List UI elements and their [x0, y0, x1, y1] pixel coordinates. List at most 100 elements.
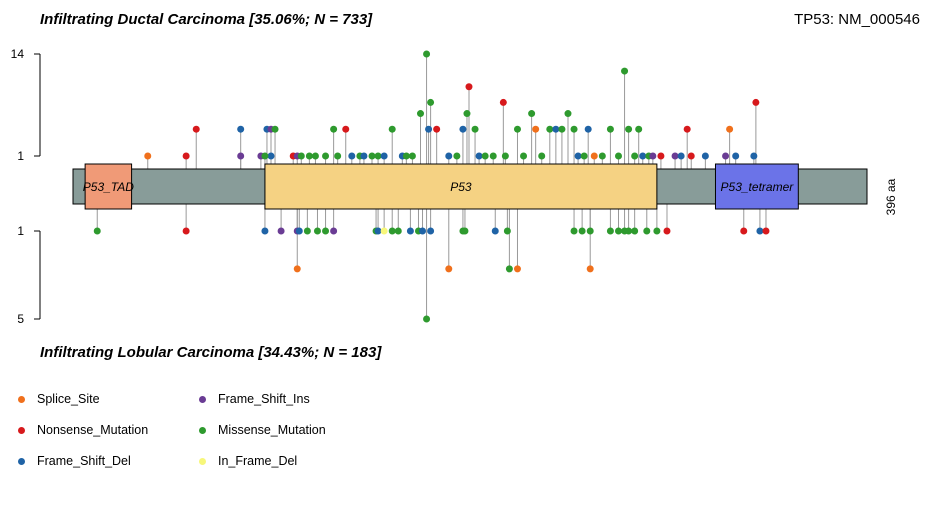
y-axes: 1 14 1 5 [11, 47, 41, 326]
bottom-mutation-point [419, 227, 427, 235]
top-y-tick-label: 14 [11, 47, 25, 61]
top-mutation-point [552, 125, 560, 133]
bottom-mutation-point [586, 265, 594, 273]
top-mutation-point [635, 125, 643, 133]
top-mutation-point [427, 98, 435, 106]
domain-label: P53_tetramer [721, 180, 795, 194]
top-mutation-point [752, 98, 760, 106]
top-mutation-point [388, 125, 396, 133]
bottom-mutation-point [322, 227, 330, 235]
bottom-mutation-point [614, 227, 622, 235]
bottom-mutation-point [182, 227, 190, 235]
bottom-mutation-point [406, 227, 414, 235]
top-mutation-point [538, 152, 546, 160]
top-mutation-point [649, 152, 657, 160]
top-mutation-point [453, 152, 461, 160]
legend-swatch [199, 426, 206, 434]
top-mutation-point [513, 125, 521, 133]
bottom-mutation-point [380, 227, 388, 235]
top-mutation-point [528, 110, 536, 118]
protein-length-label: 396 aa [884, 178, 898, 215]
legend-item: Missense_Mutation [199, 423, 326, 437]
bottom-mutation-point [491, 227, 499, 235]
bottom-mutation-point [505, 265, 513, 273]
bottom-mutation-point [277, 227, 285, 235]
bottom-mutation-point [570, 227, 578, 235]
bottom-mutation-point [461, 227, 469, 235]
dots-layer [93, 50, 770, 323]
top-mutation-point [481, 152, 489, 160]
domains-layer: P53_TAD P53 P53_tetramer [83, 163, 799, 210]
bottom-mutation-point [762, 227, 770, 235]
top-mutation-point [374, 152, 382, 160]
top-mutation-point [348, 152, 356, 160]
bottom-cohort-title: Infiltrating Lobular Carcinoma [34.43%; … [40, 344, 382, 361]
bottom-mutation-point [740, 227, 748, 235]
legend-item: Nonsense_Mutation [18, 423, 148, 437]
top-mutation-point [271, 125, 279, 133]
bottom-mutation-point [374, 227, 382, 235]
top-mutation-point [520, 152, 528, 160]
top-mutation-point [614, 152, 622, 160]
top-mutation-point [584, 125, 592, 133]
top-mutation-point [322, 152, 330, 160]
domain-label: P53 [450, 180, 472, 194]
top-mutation-point [267, 152, 275, 160]
domain-box [84, 163, 133, 210]
top-mutation-point [360, 152, 368, 160]
top-mutation-point [192, 125, 200, 133]
legend-item: Frame_Shift_Del [18, 454, 131, 468]
bottom-mutation-point [625, 227, 633, 235]
top-mutation-point [570, 125, 578, 133]
legend-label: Nonsense_Mutation [37, 423, 149, 437]
top-mutation-point [261, 152, 269, 160]
domain-box [264, 163, 658, 210]
bottom-mutation-point [631, 227, 639, 235]
top-mutation-point [580, 152, 588, 160]
top-mutation-point [625, 125, 633, 133]
bottom-mutation-point [423, 315, 431, 323]
top-mutation-point [471, 125, 479, 133]
legend: Splice_Site Frame_Shift_Ins Nonsense_Mut… [18, 392, 418, 492]
bottom-mutation-point [295, 227, 303, 235]
top-mutation-point [237, 152, 245, 160]
top-mutation-point [501, 152, 509, 160]
top-mutation-point [297, 152, 305, 160]
legend-label: Frame_Shift_Ins [218, 392, 310, 406]
top-mutation-point [639, 152, 647, 160]
top-mutation-point [687, 152, 695, 160]
top-mutation-point [417, 110, 425, 118]
legend-label: Frame_Shift_Del [37, 454, 131, 468]
top-mutation-point [732, 152, 740, 160]
bottom-mutation-point [313, 227, 321, 235]
top-mutation-point [606, 125, 614, 133]
top-mutation-point [380, 152, 388, 160]
top-mutation-point [598, 152, 606, 160]
top-mutation-point [368, 152, 376, 160]
top-mutation-point [657, 152, 665, 160]
bottom-mutation-point [261, 227, 269, 235]
top-mutation-point [701, 152, 709, 160]
top-mutation-point [445, 152, 453, 160]
top-mutation-point [342, 125, 350, 133]
bottom-mutation-point [513, 265, 521, 273]
bottom-mutation-point [606, 227, 614, 235]
top-mutation-point [433, 125, 441, 133]
top-mutation-point [564, 110, 572, 118]
top-mutation-point [305, 152, 313, 160]
top-mutation-point [671, 152, 679, 160]
legend-label: Missense_Mutation [218, 423, 326, 437]
legend-swatch [199, 395, 206, 403]
top-mutation-point [621, 67, 629, 75]
legend-swatch [18, 426, 25, 434]
bottom-mutation-point [93, 227, 101, 235]
top-mutation-point [683, 125, 691, 133]
top-mutation-point [726, 125, 734, 133]
bottom-mutation-point [388, 227, 396, 235]
bottom-mutation-point [303, 227, 311, 235]
legend-item: Splice_Site [18, 392, 100, 406]
top-mutation-point [722, 152, 730, 160]
top-mutation-point [590, 152, 598, 160]
domain-label: P53_TAD [83, 180, 134, 194]
